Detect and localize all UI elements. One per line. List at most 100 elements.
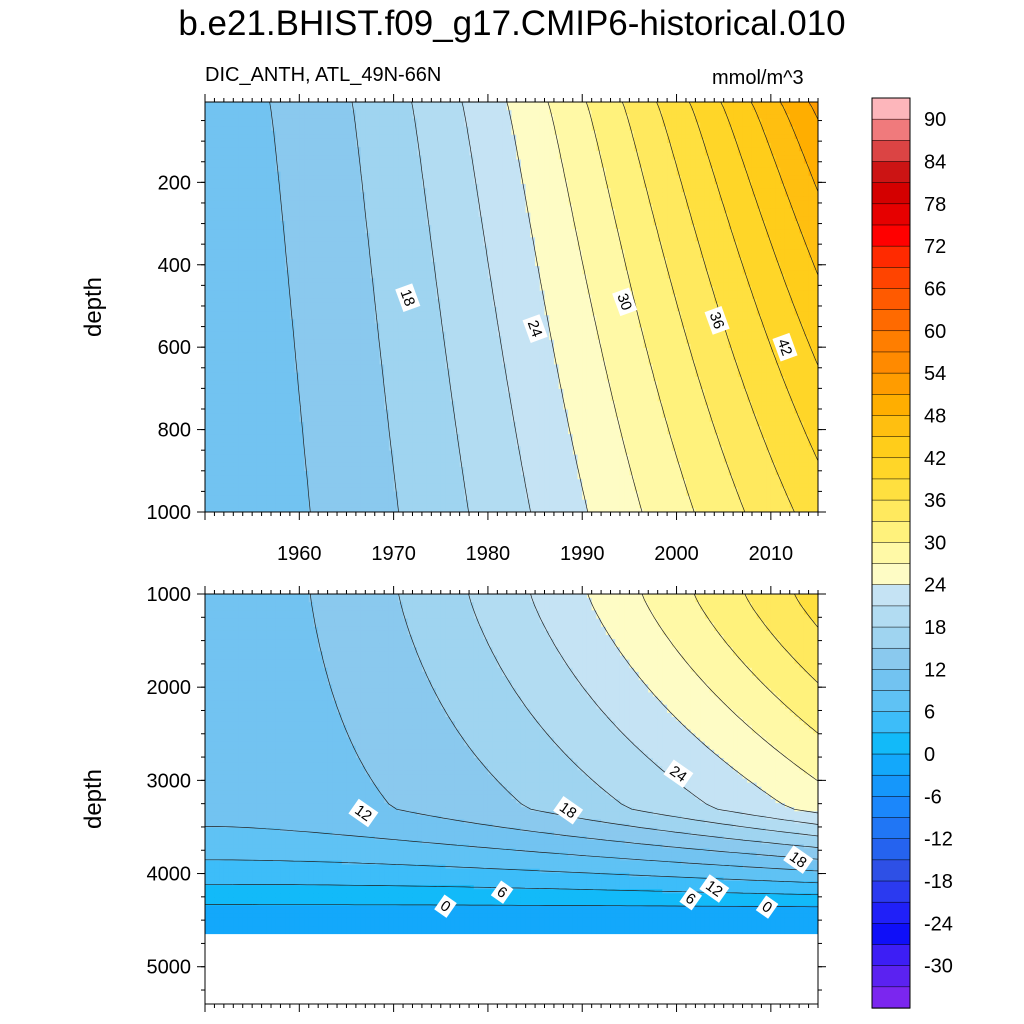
contour-fill-cell xyxy=(318,446,324,452)
contour-fill-cell xyxy=(223,163,230,169)
contour-fill-cell xyxy=(266,442,272,447)
contour-fill-cell xyxy=(285,290,291,296)
contour-fill-cell xyxy=(436,364,442,370)
contour-fill-cell xyxy=(294,397,300,402)
contour-fill-cell xyxy=(228,192,234,197)
contour-fill-cell xyxy=(403,278,409,283)
contour-fill-cell xyxy=(318,286,324,292)
contour-fill-cell xyxy=(393,315,399,320)
contour-fill-cell xyxy=(271,294,277,300)
contour-fill-cell xyxy=(228,184,234,189)
contour-fill-cell xyxy=(365,430,371,435)
contour-fill-cell xyxy=(351,380,357,386)
contour-fill-cell xyxy=(214,434,220,439)
contour-fill-cell xyxy=(205,233,211,238)
contour-fill-cell xyxy=(223,298,230,304)
contour-fill-cell xyxy=(426,302,432,308)
contour-fill-cell xyxy=(308,282,315,288)
contour-fill-cell xyxy=(388,372,395,378)
contour-fill-cell xyxy=(219,307,225,312)
contour-fill-cell xyxy=(209,479,216,484)
contour-fill-cell xyxy=(370,430,376,435)
contour-fill-cell xyxy=(360,212,366,218)
contour-fill-cell xyxy=(403,339,409,345)
contour-fill-cell xyxy=(280,372,286,378)
contour-fill-cell xyxy=(388,438,395,443)
contour-fill-cell xyxy=(379,102,385,107)
contour-fill-cell xyxy=(214,249,220,255)
contour-fill-cell xyxy=(355,286,362,292)
contour-fill-cell xyxy=(238,352,244,357)
contour-fill-cell xyxy=(261,118,267,124)
contour-fill-cell xyxy=(299,315,305,320)
contour-fill-cell xyxy=(393,356,399,361)
contour-fill-cell xyxy=(242,257,249,263)
contour-fill-cell xyxy=(256,483,263,488)
contour-fill-cell xyxy=(209,307,216,312)
contour-fill-cell xyxy=(388,401,395,406)
contour-fill-cell xyxy=(299,175,305,181)
contour-fill-cell xyxy=(275,118,282,124)
contour-fill-cell xyxy=(388,212,395,218)
contour-fill-cell xyxy=(351,327,357,333)
contour-fill-cell xyxy=(275,212,282,218)
contour-fill-cell xyxy=(233,458,239,464)
contour-fill-cell xyxy=(308,249,315,255)
contour-fill-cell xyxy=(327,220,333,226)
contour-fill-cell xyxy=(374,413,381,419)
contour-fill-cell xyxy=(280,499,286,505)
contour-fill-cell xyxy=(242,376,249,382)
contour-fill-cell xyxy=(351,237,357,242)
contour-fill-cell xyxy=(436,171,442,177)
contour-fill-cell xyxy=(261,138,267,144)
contour-fill-cell xyxy=(337,282,343,288)
contour-fill-cell xyxy=(318,487,324,493)
contour-fill-cell xyxy=(242,446,249,452)
contour-fill-cell xyxy=(214,261,220,267)
contour-fill-cell xyxy=(247,483,253,488)
contour-fill-cell xyxy=(223,204,230,210)
contour-fill-cell xyxy=(346,368,352,374)
contour-fill-cell xyxy=(365,179,371,185)
contour-fill-cell xyxy=(266,249,272,255)
contour-fill-cell xyxy=(238,479,244,484)
contour-fill-cell xyxy=(252,438,258,443)
contour-fill-cell xyxy=(379,147,385,152)
contour-fill-cell xyxy=(365,356,371,361)
contour-fill-cell xyxy=(346,282,352,288)
contour-fill-cell xyxy=(365,134,371,140)
contour-fill-cell xyxy=(233,364,239,370)
contour-fill-cell xyxy=(337,253,343,259)
contour-fill-cell xyxy=(360,188,366,193)
contour-fill-cell xyxy=(209,352,216,357)
contour-fill-cell xyxy=(242,348,249,353)
contour-fill-cell xyxy=(365,208,371,214)
contour-fill-cell xyxy=(365,138,371,144)
contour-fill-cell xyxy=(370,257,376,263)
contour-fill-cell xyxy=(393,413,399,419)
contour-fill-cell xyxy=(355,266,362,271)
contour-fill-cell xyxy=(365,147,371,152)
contour-fill-cell xyxy=(360,405,366,411)
contour-fill-cell xyxy=(374,462,381,468)
contour-fill-cell xyxy=(365,389,371,394)
contour-fill-cell xyxy=(304,323,310,329)
contour-fill-cell xyxy=(388,483,395,488)
contour-fill-cell xyxy=(327,343,333,349)
contour-fill-cell xyxy=(426,286,432,292)
contour-fill-cell xyxy=(426,360,432,365)
contour-fill-cell xyxy=(332,401,338,406)
contour-fill-cell xyxy=(407,212,414,218)
contour-fill-cell xyxy=(426,372,432,378)
contour-fill-cell xyxy=(209,487,216,493)
contour-fill-cell xyxy=(308,290,315,296)
contour-fill-cell xyxy=(417,380,423,386)
contour-fill-cell xyxy=(398,307,404,312)
contour-fill-cell xyxy=(285,364,291,370)
contour-fill-cell xyxy=(431,319,437,324)
contour-fill-cell xyxy=(351,200,357,206)
contour-fill-cell xyxy=(388,421,395,427)
contour-fill-cell xyxy=(412,421,418,427)
contour-fill-cell xyxy=(398,200,404,206)
contour-fill-cell xyxy=(322,184,329,189)
